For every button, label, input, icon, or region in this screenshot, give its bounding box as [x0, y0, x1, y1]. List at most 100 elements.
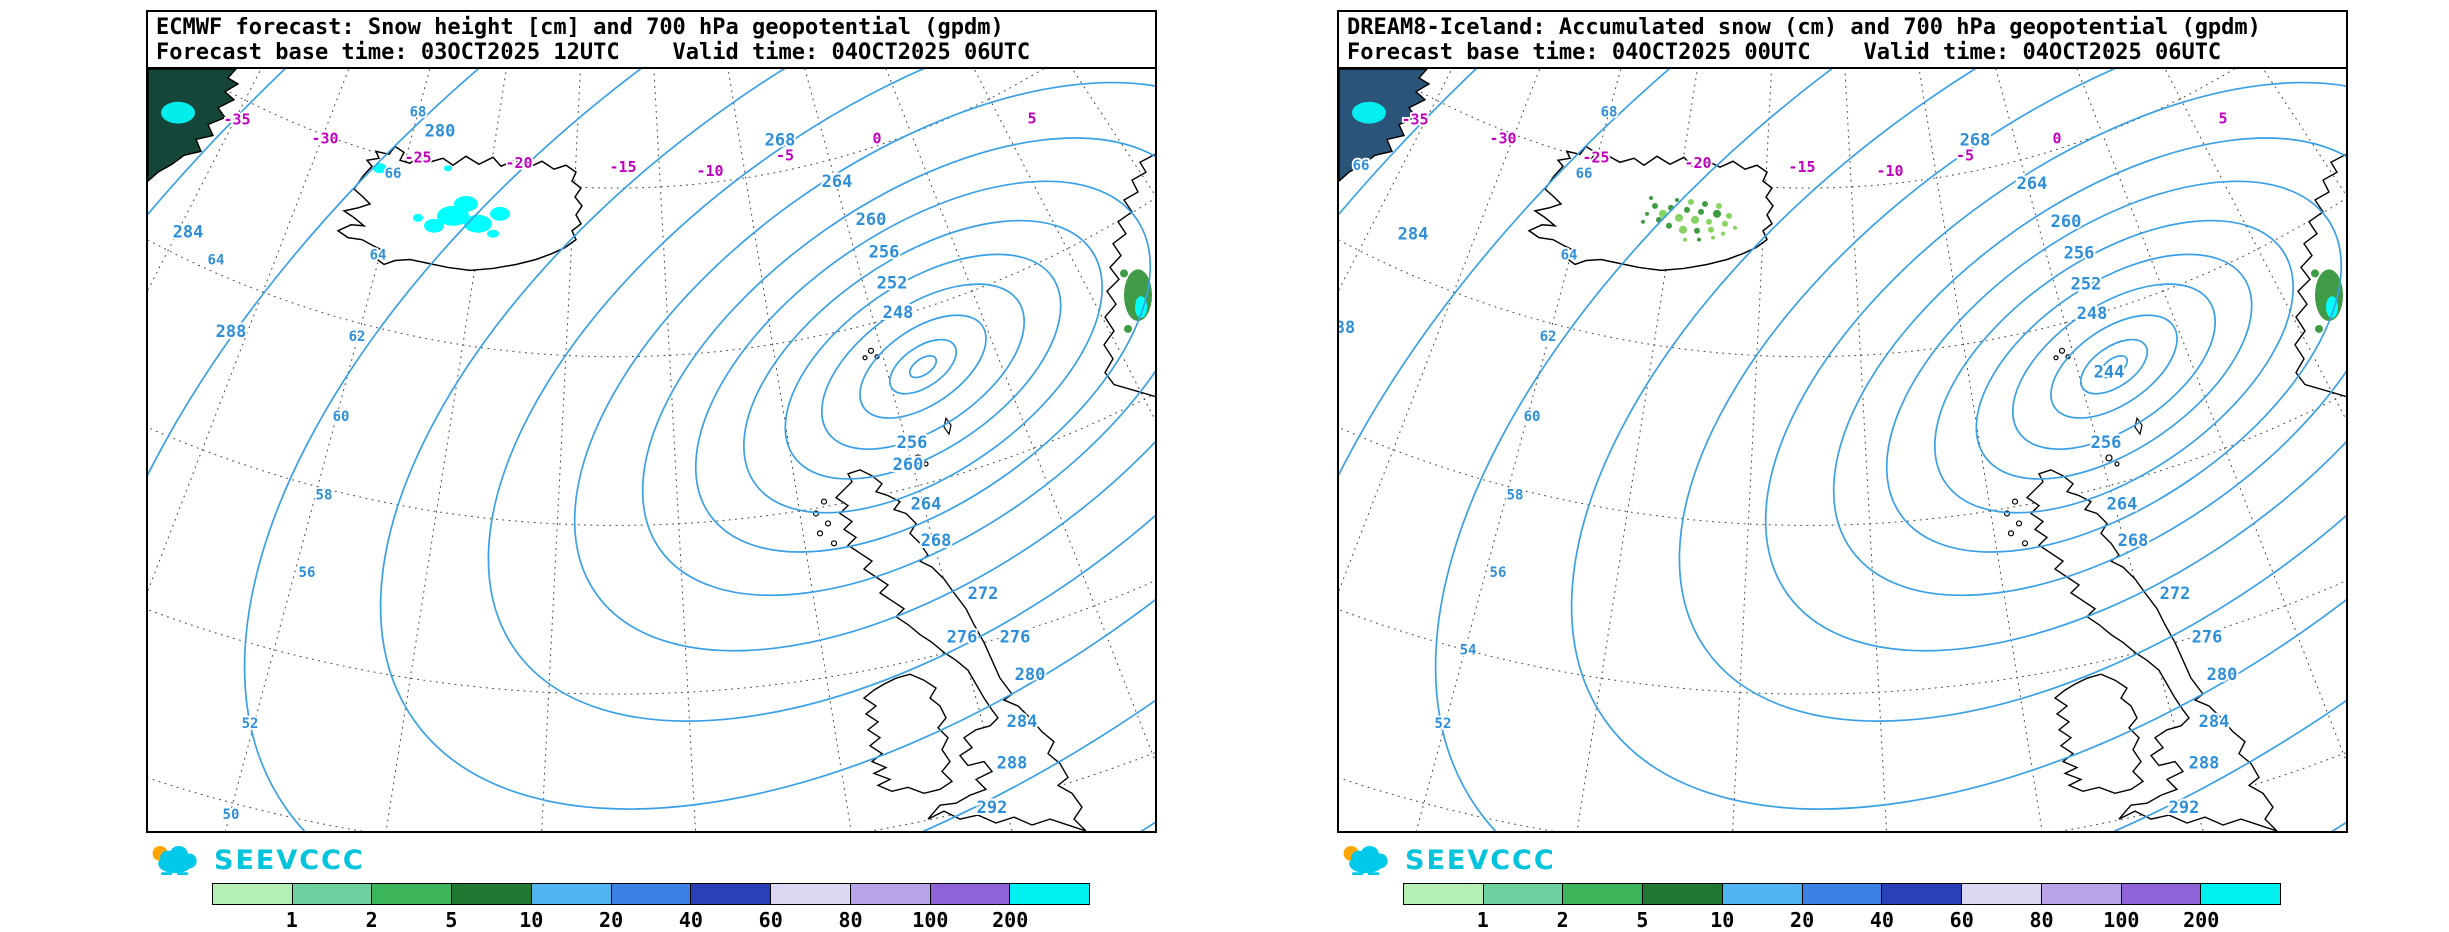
geopotential-contour — [820, 283, 1026, 451]
temperature-label: -25 — [404, 148, 431, 166]
temperature-label: 5 — [2218, 110, 2227, 128]
colorbar-segment — [530, 884, 611, 904]
geopotential-contour — [1678, 69, 2346, 722]
panel-subtitle: Forecast base time: 03OCT2025 12UTC Vali… — [156, 40, 1031, 65]
snow-speckle-iceland — [1666, 222, 1672, 229]
colorbar-segment — [371, 884, 452, 904]
map-canvas: 284 88 268 264 260 256 252 248 244 256 264 268 272 27… — [1337, 67, 2348, 833]
snow-speckle-iceland — [1726, 212, 1732, 219]
colorbar-label: 60 — [1949, 908, 1974, 932]
coastline-hebrides — [830, 540, 838, 547]
temperature-label: 0 — [2052, 129, 2061, 147]
geopotential-label: 268 — [765, 129, 796, 149]
temperature-label: 0 — [872, 129, 881, 147]
cloud-logo-icon — [152, 845, 197, 875]
geopotential-label: 268 — [2118, 530, 2149, 550]
geopotential-label: 264 — [822, 171, 853, 191]
map-canvas: 280 284 288 268 264 260 256 252 248 256 260 264 268 2… — [146, 67, 1157, 833]
geopotential-contour — [641, 137, 1155, 597]
latitude-label: 58 — [316, 488, 333, 504]
geopotential-label: 256 — [869, 242, 900, 262]
colorbar-label: 100 — [2103, 908, 2140, 932]
geopotential-label: 276 — [1000, 627, 1031, 647]
coastline-iceland — [1527, 145, 1774, 272]
snow-speckle-iceland — [1722, 220, 1728, 227]
colorbar-label: 10 — [1710, 908, 1735, 932]
snow-speckle-iceland — [1694, 227, 1700, 234]
geopotential-contour — [1764, 81, 2346, 652]
geopotential-label: 88 — [1339, 317, 1355, 337]
coastline-great-britain — [2025, 469, 2278, 831]
temperature-label: -30 — [1489, 129, 1516, 147]
geopotential-label: 276 — [947, 627, 978, 647]
latitude-label: 64 — [1561, 248, 1578, 264]
geopotential-label: 288 — [997, 753, 1028, 773]
coastline-hebrides — [816, 530, 824, 537]
latitude-label: 62 — [1540, 329, 1557, 345]
graticule-parallel — [1339, 392, 2346, 526]
latitude-label: 60 — [1524, 409, 1541, 425]
colorbar-label: 5 — [1636, 908, 1649, 932]
temperature-label: -15 — [1788, 158, 1815, 176]
geopotential-label: 268 — [1960, 129, 1991, 149]
panel-footer: SEEVCCC 1 2 5 10 20 40 60 80 100 200 — [146, 841, 1157, 932]
snow-speckle-iceland — [1641, 219, 1645, 224]
panel-subtitle: Forecast base time: 04OCT2025 00UTC Vali… — [1347, 40, 2222, 65]
geopotential-contour — [2011, 283, 2217, 451]
colorbar-label: 2 — [365, 908, 378, 932]
snow-patch-greenland — [1352, 101, 1386, 124]
colorbar-segment — [1562, 884, 1643, 904]
geopotential-label: 248 — [2077, 303, 2108, 323]
geopotential-contour — [859, 314, 987, 419]
snow-speckle-iceland — [1711, 235, 1715, 240]
geopotential-label: 252 — [2071, 273, 2102, 293]
snow-patch-iceland — [373, 163, 387, 174]
seevccc-logo: SEEVCCC — [1337, 841, 2348, 879]
snow-speckle-iceland — [1649, 196, 1653, 200]
geopotential-contour — [573, 81, 1155, 652]
colorbar-segment — [2120, 884, 2201, 904]
snow-patch-norway — [1120, 269, 1128, 278]
panel-footer: SEEVCCC 1 2 5 10 20 40 60 80 100 200 — [1337, 841, 2348, 932]
geopotential-label: 252 — [877, 272, 908, 292]
snow-speckle-iceland — [1708, 226, 1714, 233]
cloud-logo-icon — [1343, 845, 1388, 875]
geopotential-label: 264 — [911, 494, 942, 514]
geopotential-label: 244 — [2094, 362, 2125, 382]
geopotential-label: 288 — [216, 321, 247, 341]
panel-header: DREAM8-Iceland: Accumulated snow (cm) an… — [1337, 10, 2348, 67]
latitude-label: 54 — [1460, 642, 1477, 658]
latitude-label: 64 — [208, 253, 225, 269]
geopotential-label: 284 — [1398, 224, 1429, 244]
coastline-hebrides — [2011, 498, 2019, 505]
latitude-label: 68 — [1601, 105, 1618, 121]
snow-patch-iceland — [454, 196, 478, 212]
temperature-label: -15 — [609, 158, 636, 176]
colorbar-segment — [1482, 884, 1563, 904]
panel-title: ECMWF forecast: Snow height [cm] and 700… — [156, 15, 1004, 40]
colorbar-label: 10 — [519, 908, 544, 932]
colorbar-segment — [1642, 884, 1722, 904]
snow-speckle-iceland — [1688, 198, 1694, 205]
coastline-greenland — [148, 69, 240, 183]
colorbar-segment — [1881, 884, 1962, 904]
colorbar-label: 40 — [1869, 908, 1894, 932]
geopotential-label: 280 — [1015, 664, 1046, 684]
cloud-icon — [1349, 845, 1388, 875]
geopotential-contour — [243, 69, 1155, 831]
temperature-label: -5 — [776, 146, 794, 164]
snow-patch-iceland — [487, 229, 499, 238]
geopotential-contour — [1832, 137, 2346, 597]
coastline-great-britain — [834, 469, 1087, 831]
geopotential-contour — [2099, 354, 2129, 379]
coastline-faroe-islands — [862, 355, 868, 361]
geopotential-label: 256 — [2091, 432, 2122, 452]
geopotential-label: 276 — [2192, 627, 2223, 647]
snow-speckle-iceland — [1691, 215, 1699, 224]
geopotential-label: 280 — [425, 121, 456, 141]
colorbar-segment — [1404, 884, 1483, 904]
snow-patch-norway — [2315, 324, 2323, 333]
geopotential-contour — [694, 180, 1152, 553]
snow-patch-iceland — [444, 165, 452, 172]
